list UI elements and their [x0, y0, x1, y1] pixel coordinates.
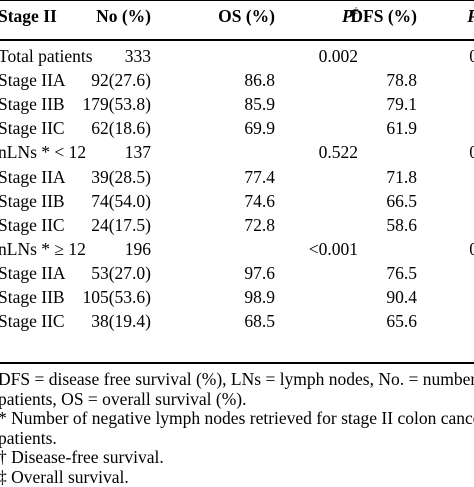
cell-os: 68.5 [244, 311, 275, 331]
header-os: OS (%) [218, 6, 275, 26]
cell-dfs: 76.5 [386, 263, 417, 283]
cell-dfs: 65.6 [386, 311, 417, 331]
header-p-label: P [342, 6, 353, 26]
footnote-line: ‡ Overall survival. [0, 467, 129, 487]
cell-no: 333 [124, 46, 151, 66]
cell-no: 92(27.6) [91, 70, 151, 90]
cell-os: 98.9 [244, 287, 275, 307]
cell-no: 39(28.5) [91, 167, 151, 187]
cell-p: <0.001 [308, 239, 358, 259]
cell-stage: Stage IIC [0, 118, 65, 138]
cell-dfs: 71.8 [386, 167, 417, 187]
cell-dfs: 78.8 [386, 70, 417, 90]
cell-stage: Stage IIC [0, 215, 65, 235]
cell-os: 97.6 [244, 263, 275, 283]
cell-dfs: 90.4 [386, 287, 417, 307]
cell-p: 0.522 [318, 142, 358, 162]
cell-extra: 0 [469, 239, 474, 259]
header-p: P‡ [342, 6, 358, 26]
cell-os: 86.8 [244, 70, 275, 90]
header-p-sup: ‡ [352, 6, 358, 18]
cell-stage: Stage IIB [0, 191, 65, 211]
cell-p: 0.002 [318, 46, 358, 66]
cell-stage: Stage IIB [0, 287, 65, 307]
cell-stage: Total patients [0, 46, 93, 66]
cell-stage: Stage IIA [0, 70, 66, 90]
cell-no: 196 [124, 239, 151, 259]
cell-stage: nLNs * < 12 [0, 142, 87, 162]
cell-no: 38(19.4) [91, 311, 151, 331]
cell-no: 62(18.6) [91, 118, 151, 138]
cell-os: 72.8 [244, 215, 275, 235]
table-bottom-rule [0, 362, 474, 364]
cell-dfs: 61.9 [386, 118, 417, 138]
cell-os: 69.9 [244, 118, 275, 138]
cell-os: 77.4 [244, 167, 275, 187]
cell-stage: Stage IIC [0, 311, 65, 331]
header-extra: P [467, 7, 474, 26]
cell-no: 105(53.6) [82, 287, 151, 307]
cell-dfs: 79.1 [386, 94, 417, 114]
cell-no: 137 [124, 142, 151, 162]
footnote-line: patients. [0, 428, 57, 448]
header-stage: Stage II [0, 6, 57, 26]
cell-extra: 0 [469, 46, 474, 66]
cell-stage: Stage IIA [0, 263, 66, 283]
header-no: No (%) [96, 6, 151, 26]
cell-stage: Stage IIA [0, 167, 66, 187]
cell-stage: nLNs * ≥ 12 [0, 239, 86, 259]
footnote-line: DFS = disease free survival (%), LNs = l… [0, 369, 474, 389]
cell-extra: 0 [469, 142, 474, 162]
cell-dfs: 66.5 [386, 191, 417, 211]
footnote-line: † Disease-free survival. [0, 447, 164, 467]
footnote-line: * Number of negative lymph nodes retriev… [0, 408, 474, 428]
cell-no: 179(53.8) [82, 94, 151, 114]
cell-no: 53(27.0) [91, 263, 151, 283]
table-top-rule [0, 0, 474, 1]
header-dfs: DFS (%) [350, 6, 417, 26]
cell-no: 24(17.5) [91, 215, 151, 235]
cell-no: 74(54.0) [91, 191, 151, 211]
table-header-rule [0, 39, 474, 41]
cell-os: 74.6 [244, 191, 275, 211]
cell-dfs: 58.6 [386, 215, 417, 235]
footnote-line: patients, OS = overall survival (%). [0, 389, 247, 409]
cell-os: 85.9 [244, 94, 275, 114]
cell-stage: Stage IIB [0, 94, 65, 114]
